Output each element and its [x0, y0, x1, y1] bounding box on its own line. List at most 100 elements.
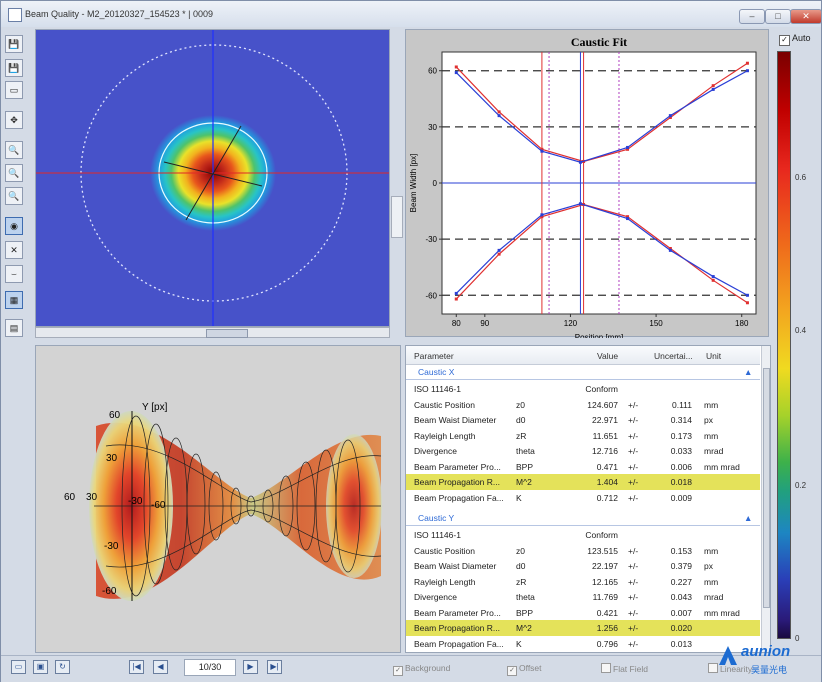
beam-profile-image	[36, 30, 389, 326]
table-row[interactable]: Beam Propagation Fa... K 0.712 +/- 0.009	[406, 490, 760, 506]
param-symbol: K	[516, 492, 522, 503]
x-tick-60: 60	[64, 492, 76, 503]
data-point	[626, 215, 630, 219]
y-tick-label: 0	[433, 179, 438, 188]
checkbox[interactable]	[708, 663, 718, 673]
table-row[interactable]: Beam Propagation R... M^2 1.256 +/- 0.020	[406, 620, 760, 636]
col-uncertainty[interactable]: Uncertai...	[654, 351, 693, 361]
data-point	[454, 65, 458, 69]
table-row[interactable]: Beam Parameter Pro... BPP 0.421 +/- 0.007 mm …	[406, 605, 760, 621]
param-unit: mm	[704, 430, 719, 441]
next-page-button[interactable]: ▶	[243, 660, 258, 674]
checkbox[interactable]: ✓	[393, 666, 403, 676]
check-background[interactable]: ✓ Background	[393, 663, 450, 676]
auto-checkbox[interactable]: ✓	[779, 35, 790, 46]
caustic-view-icon[interactable]: ✕	[5, 241, 23, 259]
table-vscroll[interactable]	[761, 346, 770, 652]
table-row[interactable]: Beam Waist Diameter d0 22.971 +/- 0.314 px	[406, 412, 760, 428]
auto-scale-toggle[interactable]: ✓ Auto	[779, 33, 811, 46]
save-as-icon[interactable]: 💾	[5, 59, 23, 77]
data-point	[668, 116, 672, 119]
table-row[interactable]: Rayleigh Length zR 12.165 +/- 0.227 mm	[406, 574, 760, 590]
report-icon[interactable]: ▤	[5, 319, 23, 337]
caustic-3d-view[interactable]: Y [px] 60 30 -30 -60 60 30 -30 -60	[35, 345, 401, 653]
beam-view-icon[interactable]: ◉	[5, 217, 23, 235]
col-value[interactable]: Value	[597, 351, 619, 361]
copy-icon[interactable]: ▭	[5, 81, 23, 99]
group-name: Caustic Y	[418, 513, 455, 523]
layout-single-icon[interactable]: ▭	[11, 660, 26, 674]
group-header[interactable]: Caustic X ▲	[406, 365, 760, 380]
brand-watermark: aunion 昊量光电	[715, 643, 819, 679]
table-view-icon[interactable]: ▦	[5, 291, 23, 309]
group-header[interactable]: Caustic Y ▲	[406, 511, 760, 526]
move-icon[interactable]: ✥	[5, 111, 23, 129]
collapse-icon[interactable]: ▲	[744, 513, 753, 523]
y-tick-label: -30	[425, 235, 437, 244]
param-uncertainty: 0.314	[670, 415, 692, 425]
table-row[interactable]: Caustic Position z0 124.607 +/- 0.111 mm	[406, 397, 760, 413]
check-linearity[interactable]: Linearity	[708, 663, 752, 674]
data-point	[668, 114, 672, 118]
collapse-icon[interactable]: ▲	[744, 367, 753, 377]
param-unit: mm mrad	[704, 607, 740, 618]
y-axis-label: Beam Width [px]	[409, 154, 418, 213]
close-button[interactable]: ✕	[790, 9, 822, 24]
param-uncertainty: 0.009	[670, 492, 692, 503]
zoom-fit-icon[interactable]: 🔍	[5, 187, 23, 205]
status-bar: ▭ ▣ ↻ |◀ ◀ 10/30 ▶ ▶| ✓ Background ✓ Offset…	[1, 655, 821, 682]
beam-view-hscroll[interactable]	[35, 327, 390, 338]
checkbox[interactable]: ✓	[507, 666, 517, 676]
table-row[interactable]: Rayleigh Length zR 11.651 +/- 0.173 mm	[406, 428, 760, 444]
refresh-icon[interactable]: ↻	[55, 660, 70, 674]
table-row[interactable]: Beam Propagation R... M^2 1.404 +/- 0.018	[406, 474, 760, 490]
param-symbol: z0	[516, 545, 525, 556]
check-label: Offset	[519, 663, 542, 673]
maximize-button[interactable]: □	[765, 9, 791, 24]
param-name: Beam Waist Diameter	[414, 561, 497, 571]
caustic-mesh	[94, 415, 382, 597]
table-row[interactable]: Divergence theta 12.716 +/- 0.033 mrad	[406, 443, 760, 459]
table-row[interactable]: Beam Waist Diameter d0 22.197 +/- 0.379 px	[406, 558, 760, 574]
panel-splitter[interactable]	[391, 196, 403, 238]
y-tick-60: 60	[109, 410, 121, 421]
prev-page-button[interactable]: ◀	[153, 660, 168, 674]
fit-view-icon[interactable]: ⌣	[5, 265, 23, 283]
last-page-button[interactable]: ▶|	[267, 660, 282, 674]
table-row[interactable]: Beam Parameter Pro... BPP 0.471 +/- 0.006 mm …	[406, 459, 760, 475]
table-row[interactable]: ISO 11146-1 Conform	[406, 527, 760, 543]
data-point	[626, 147, 630, 151]
table-row[interactable]: Beam Propagation Fa... K 0.796 +/- 0.013	[406, 636, 760, 652]
x-tick-30: 30	[86, 492, 98, 503]
y-axis-3d-label: Y [px]	[142, 402, 168, 413]
table-row[interactable]: ISO 11146-1 Conform	[406, 381, 760, 397]
data-point	[626, 145, 630, 149]
zoom-in-icon[interactable]: 🔍	[5, 141, 23, 159]
data-point	[578, 202, 582, 206]
col-parameter[interactable]: Parameter	[414, 351, 454, 361]
param-name: ISO 11146-1	[414, 530, 461, 540]
plus-minus: +/-	[628, 461, 639, 472]
first-page-button[interactable]: |◀	[129, 660, 144, 674]
data-point	[497, 110, 501, 114]
data-point	[497, 114, 501, 118]
x-tick-label: 90	[480, 319, 489, 328]
data-point	[745, 69, 749, 73]
page-indicator[interactable]: 10/30	[184, 659, 236, 676]
layout-split-icon[interactable]: ▣	[33, 660, 48, 674]
vscroll-thumb[interactable]	[763, 368, 770, 608]
zoom-out-icon[interactable]: 🔍	[5, 164, 23, 182]
check-flat-field[interactable]: Flat Field	[601, 663, 648, 674]
hscroll-thumb[interactable]	[206, 329, 248, 338]
table-row[interactable]: Caustic Position z0 123.515 +/- 0.153 mm	[406, 543, 760, 559]
beam-profile-view[interactable]	[35, 29, 390, 327]
param-value: 11.651	[592, 430, 618, 441]
col-unit[interactable]: Unit	[706, 351, 722, 361]
table-row[interactable]: Divergence theta 11.769 +/- 0.043 mrad	[406, 589, 760, 605]
minimize-button[interactable]: –	[739, 9, 765, 24]
param-value: 123.515	[587, 545, 618, 556]
plus-minus: +/-	[628, 477, 639, 487]
save-icon[interactable]: 💾	[5, 35, 23, 53]
checkbox[interactable]	[601, 663, 611, 673]
check-offset[interactable]: ✓ Offset	[507, 663, 542, 676]
